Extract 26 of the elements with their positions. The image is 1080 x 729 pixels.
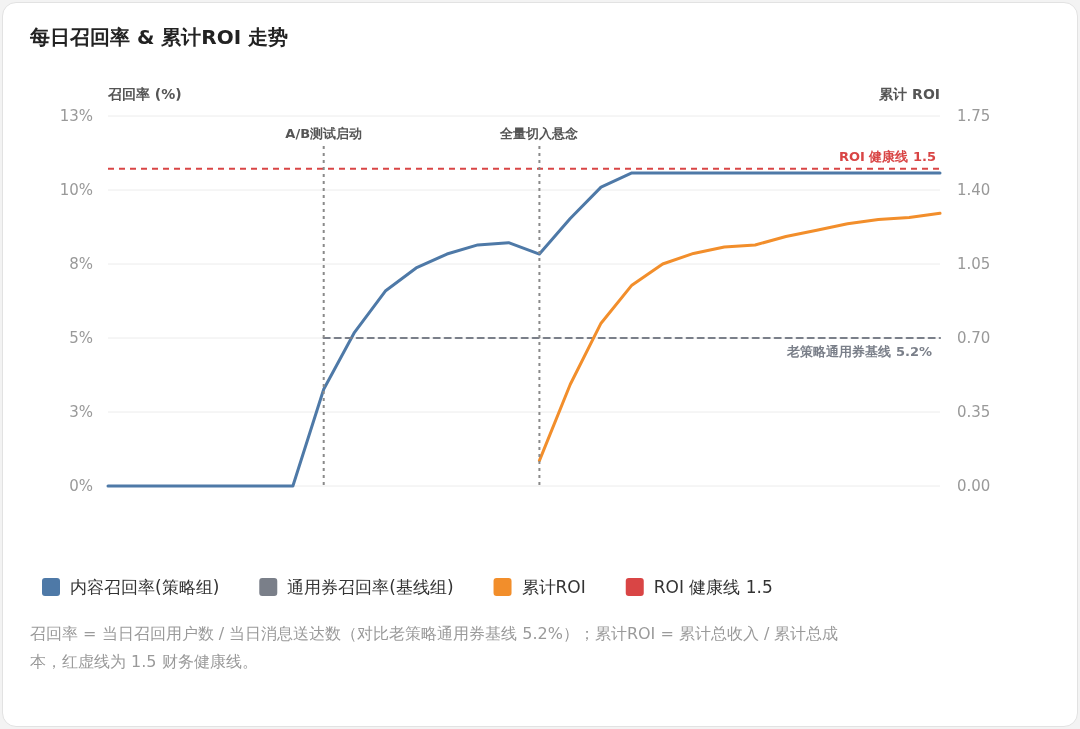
legend-label: ROI 健康线 1.5 bbox=[653, 577, 773, 597]
y-axis-title: 召回率 (%) bbox=[107, 86, 182, 102]
y2-tick-label: 0.70 bbox=[957, 329, 991, 348]
text: 召回率 = 当日召回用户数 / 当日消息送达数（对比老策略通用券基线 5.2%）；累计ROI = 累计总收入 / 累计总成本，红虚线为 1.5 财务健康线。 bbox=[30, 623, 840, 673]
annotation: 全量切入悬念 bbox=[499, 126, 580, 141]
legend-label: 累计ROI bbox=[521, 577, 586, 597]
text: ROI 健康线 1.5 bbox=[839, 148, 936, 164]
y-tick-label: 10% bbox=[59, 181, 93, 200]
y-tick-label: 5% bbox=[69, 329, 93, 348]
y2-tick-label: 1.05 bbox=[957, 255, 991, 274]
y2-tick-label: 1.75 bbox=[957, 107, 991, 126]
annotation: 老策略通用券基线 5.2% bbox=[786, 344, 932, 359]
y-tick-label: 3% bbox=[69, 403, 93, 422]
legend-label: 内容召回率(策略组) bbox=[70, 577, 220, 597]
line-series bbox=[537, 211, 942, 463]
y-tick-label: 0% bbox=[69, 477, 93, 496]
y2-tick-label: 0.00 bbox=[957, 477, 991, 496]
chart-title: 每日召回率 & 累计ROI 走势 bbox=[29, 25, 289, 49]
y-tick-label: 13% bbox=[59, 107, 93, 126]
y2-tick-label: 0.35 bbox=[957, 403, 991, 422]
annotation: A/B测试启动 bbox=[285, 126, 363, 141]
y-tick-label: 8% bbox=[69, 255, 93, 274]
y2-tick-label: 1.40 bbox=[957, 181, 991, 200]
line-series bbox=[106, 171, 942, 488]
legend-label: 通用券召回率(基线组) bbox=[287, 577, 454, 597]
y2-axis-title: 累计 ROI bbox=[878, 86, 940, 102]
